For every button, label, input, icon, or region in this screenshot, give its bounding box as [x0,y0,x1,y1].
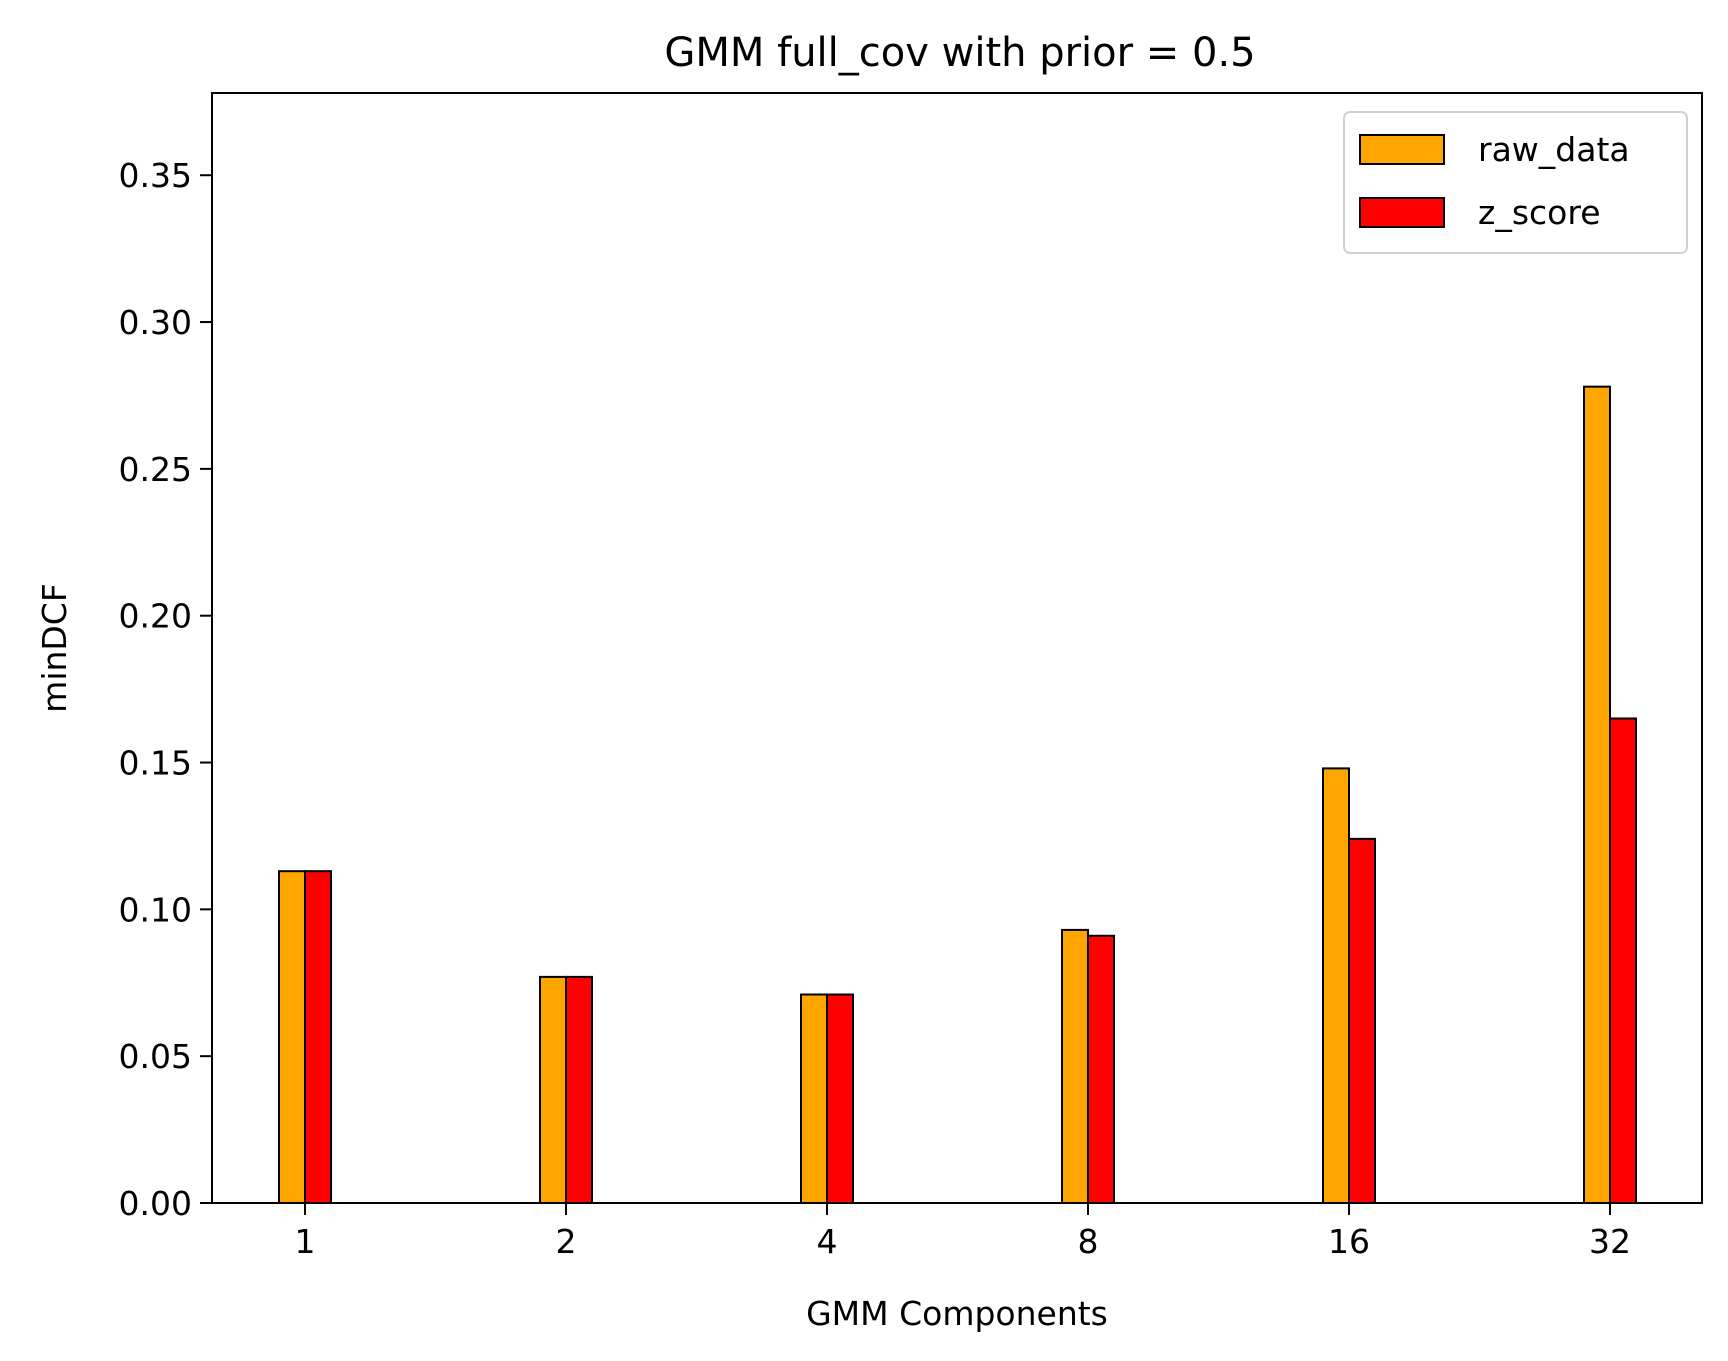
bar-z-score [565,975,593,1205]
y-tick-label: 0.15 [119,744,192,783]
legend-swatch [1359,197,1445,228]
x-axis-label: GMM Components [806,1294,1108,1333]
y-axis-label: minDCF [35,583,74,713]
chart-title: GMM full_cov with prior = 0.5 [664,30,1255,76]
x-tick-label: 1 [295,1222,316,1261]
x-tick-label: 16 [1328,1222,1370,1261]
bar-raw-data [1322,767,1350,1205]
x-axis: 1 2 4 8 16 32 [295,1203,1631,1261]
y-tick-label: 0.10 [119,890,192,929]
y-tick-label: 0.35 [119,156,192,195]
bars [278,385,1637,1205]
legend-swatch [1359,134,1445,165]
x-tick-label: 8 [1078,1222,1099,1261]
bar-raw-data [1583,385,1611,1204]
legend-label: z_score [1478,193,1601,232]
y-tick-label: 0.00 [119,1184,192,1223]
bar-z-score [1609,717,1637,1204]
bar-z-score [304,870,332,1205]
bar-raw-data [1061,928,1089,1205]
bar-z-score [1087,934,1115,1204]
x-tick-label: 2 [556,1222,577,1261]
y-axis: 0.00 0.05 0.10 0.15 0.20 0.25 0.30 0.35 [119,156,212,1223]
bar-z-score [1348,837,1376,1204]
x-tick-label: 4 [817,1222,838,1261]
legend: raw_data z_score [1343,111,1688,254]
plot-area-frame [211,92,1703,1204]
bar-raw-data [539,975,567,1205]
legend-label: raw_data [1478,130,1630,169]
y-tick-label: 0.30 [119,303,192,342]
bar-raw-data [278,870,306,1205]
y-tick-label: 0.20 [119,597,192,636]
bar-z-score [826,993,854,1204]
bar-raw-data [800,993,828,1204]
y-tick-label: 0.05 [119,1037,192,1076]
y-tick-label: 0.25 [119,450,192,489]
x-tick-label: 32 [1589,1222,1631,1261]
